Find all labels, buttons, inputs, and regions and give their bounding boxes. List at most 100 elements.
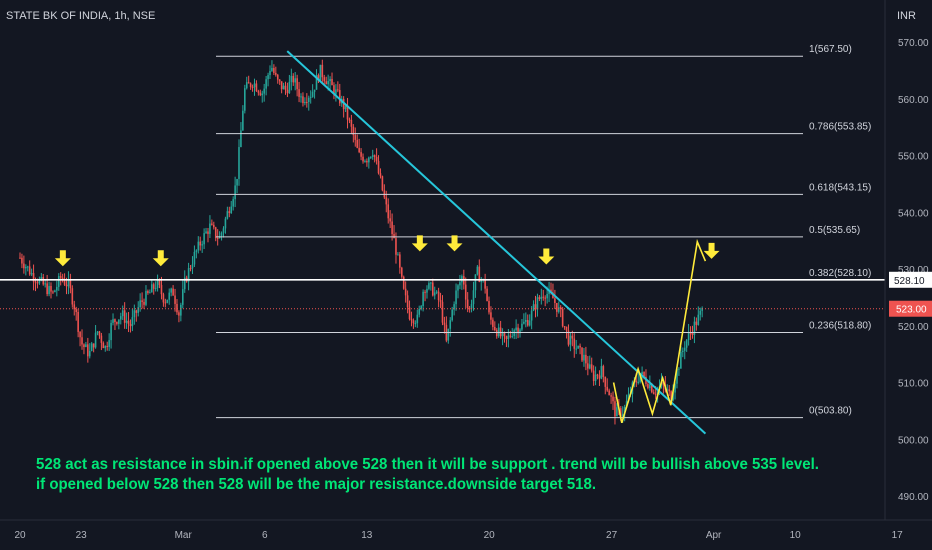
candle-body xyxy=(325,81,328,85)
candle-body xyxy=(154,287,157,289)
y-tick-label: 500.00 xyxy=(898,435,929,446)
candle-body xyxy=(19,257,21,259)
projection-path xyxy=(612,238,707,424)
candle-body xyxy=(52,291,54,293)
candle-body xyxy=(649,384,651,389)
candle-body xyxy=(616,407,618,417)
candle-body xyxy=(290,75,293,82)
candle-body xyxy=(408,307,411,320)
candle-body xyxy=(443,322,446,325)
candle-body xyxy=(46,283,48,295)
candle-body xyxy=(397,254,399,256)
candle-body xyxy=(170,288,172,293)
candle-body xyxy=(61,277,64,281)
candle-body xyxy=(606,386,609,391)
candle-body xyxy=(25,266,27,269)
candle-body xyxy=(449,320,452,329)
candle-body xyxy=(383,190,386,198)
candle-body xyxy=(338,90,341,104)
candle-body xyxy=(280,81,283,90)
candle-body xyxy=(313,89,316,92)
candle-body xyxy=(604,376,607,387)
candle-body xyxy=(342,98,345,110)
candle-body xyxy=(647,384,649,389)
candle-body xyxy=(67,279,70,287)
candle-body xyxy=(641,371,643,375)
candle-body xyxy=(131,317,134,327)
candle-body xyxy=(98,331,101,336)
candle-body xyxy=(594,374,597,381)
candle-body xyxy=(435,291,438,293)
candle-body xyxy=(476,266,479,275)
candle-body xyxy=(216,238,219,240)
candle-body xyxy=(670,391,672,401)
y-tick-label: 520.00 xyxy=(898,322,929,333)
candle-body xyxy=(278,79,281,82)
candle-body xyxy=(674,383,676,393)
candle-body xyxy=(418,308,421,315)
candle-body xyxy=(402,276,405,289)
candle-body xyxy=(255,83,258,92)
candle-body xyxy=(513,330,515,337)
candle-body xyxy=(466,299,469,309)
candle-body xyxy=(583,354,585,361)
candle-body xyxy=(575,348,578,350)
candle-body xyxy=(565,326,568,331)
candle-body xyxy=(189,268,192,270)
annotation-line-2: if opened below 528 then 528 will be the… xyxy=(36,476,596,493)
candle-body xyxy=(238,147,240,179)
candle-body xyxy=(509,335,512,337)
candle-body xyxy=(197,241,200,251)
candle-body xyxy=(569,335,572,345)
candle-body xyxy=(116,322,118,324)
candle-body xyxy=(214,227,217,239)
candle-body xyxy=(587,363,589,369)
candle-body xyxy=(433,292,436,296)
candle-body xyxy=(596,374,599,376)
candle-body xyxy=(247,82,250,84)
candle-body xyxy=(181,289,184,305)
candle-body xyxy=(40,277,43,280)
y-tick-label: 490.00 xyxy=(898,492,929,503)
candle-body xyxy=(23,263,25,269)
candle-body xyxy=(414,323,417,325)
candle-body xyxy=(261,93,264,96)
candle-body xyxy=(699,310,702,315)
candle-body xyxy=(470,304,473,309)
candle-body xyxy=(317,75,320,81)
candle-body xyxy=(178,312,180,316)
candle-body xyxy=(581,347,583,361)
candle-body xyxy=(643,371,645,377)
candle-body xyxy=(637,381,640,383)
candle-body xyxy=(544,297,546,299)
candle-body xyxy=(96,331,99,333)
candle-body xyxy=(71,288,74,305)
candle-body xyxy=(114,319,116,323)
candle-body xyxy=(610,395,612,397)
candle-body xyxy=(356,139,359,148)
candle-body xyxy=(400,267,403,277)
candle-body xyxy=(79,331,81,338)
candle-body xyxy=(455,290,457,305)
candle-body xyxy=(298,89,300,97)
candle-body xyxy=(329,78,331,82)
candle-body xyxy=(585,354,587,364)
candle-body xyxy=(232,199,234,207)
downtrend-line xyxy=(286,50,707,435)
candle-body xyxy=(391,221,393,234)
candle-body xyxy=(294,78,296,83)
candle-body xyxy=(244,88,246,111)
candle-body xyxy=(267,75,269,80)
candle-body xyxy=(160,285,163,295)
candle-body xyxy=(507,335,510,340)
candle-body xyxy=(600,366,603,379)
candle-body xyxy=(526,319,529,326)
candle-body xyxy=(428,283,430,289)
candle-body xyxy=(352,126,355,136)
x-tick-label: 27 xyxy=(606,530,618,541)
chart-title: STATE BK OF INDIA, 1h, NSE xyxy=(6,10,155,22)
candle-body xyxy=(681,350,684,352)
candle-body xyxy=(224,218,227,229)
